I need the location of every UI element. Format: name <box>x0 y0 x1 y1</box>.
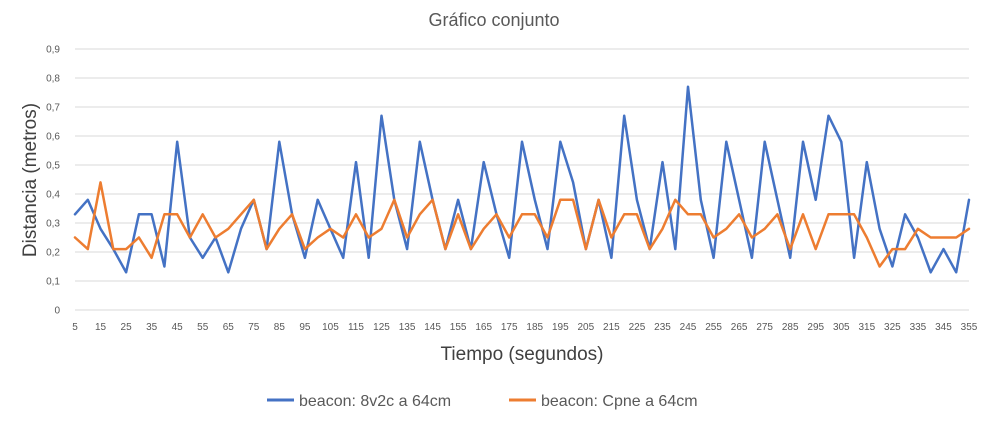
x-tick-label: 155 <box>450 322 467 333</box>
x-tick-label: 95 <box>299 322 311 333</box>
x-tick-label: 105 <box>322 322 339 333</box>
x-tick-label: 195 <box>552 322 569 333</box>
series-line-2 <box>73 181 971 268</box>
x-tick-label: 165 <box>475 322 492 333</box>
x-tick-label: 295 <box>807 322 824 333</box>
y-axis-title: Distancia (metros) <box>20 103 41 257</box>
y-tick-label: 0,6 <box>46 132 60 143</box>
y-tick-label: 0 <box>54 306 60 317</box>
x-tick-label: 45 <box>172 322 184 333</box>
x-tick-label: 305 <box>833 322 850 333</box>
legend: beacon: 8v2c a 64cm beacon: Cpne a 64cm <box>267 393 698 410</box>
y-tick-label: 0,9 <box>46 45 60 56</box>
x-tick-label: 35 <box>146 322 158 333</box>
x-axis-title: Tiempo (segundos) <box>441 344 604 365</box>
x-tick-label: 265 <box>731 322 748 333</box>
x-tick-label: 145 <box>424 322 441 333</box>
x-tick-label: 315 <box>858 322 875 333</box>
x-tick-label: 225 <box>629 322 646 333</box>
chart-title: Gráfico conjunto <box>428 10 559 30</box>
x-tick-label: 345 <box>935 322 952 333</box>
x-tick-label: 175 <box>501 322 518 333</box>
x-tick-label: 75 <box>248 322 260 333</box>
y-tick-label: 0,3 <box>46 219 60 230</box>
gridlines <box>75 48 969 311</box>
x-tick-label: 15 <box>95 322 107 333</box>
x-tick-label: 125 <box>373 322 390 333</box>
y-tick-label: 0,5 <box>46 161 60 172</box>
x-tick-label: 25 <box>121 322 133 333</box>
x-axis-ticks: 5 15 25 35 45 55 65 75 85 95 105 115 125 135 145 155 165… <box>72 322 978 333</box>
x-tick-label: 135 <box>399 322 416 333</box>
y-axis-ticks: 0 0,1 0,2 0,3 0,4 0,5 0,6 0,7 0,8 0,9 <box>46 45 60 317</box>
x-tick-label: 215 <box>603 322 620 333</box>
x-tick-label: 335 <box>910 322 927 333</box>
x-tick-label: 55 <box>197 322 209 333</box>
x-tick-label: 255 <box>705 322 722 333</box>
y-tick-label: 0,8 <box>46 74 60 85</box>
x-tick-label: 285 <box>782 322 799 333</box>
x-tick-label: 235 <box>654 322 671 333</box>
series-lines <box>73 85 971 274</box>
y-tick-label: 0,1 <box>46 277 60 288</box>
x-tick-label: 65 <box>223 322 235 333</box>
x-tick-label: 115 <box>348 322 364 333</box>
x-tick-label: 85 <box>274 322 286 333</box>
x-tick-label: 325 <box>884 322 901 333</box>
x-tick-label: 185 <box>526 322 543 333</box>
y-tick-label: 0,4 <box>46 190 60 201</box>
x-tick-label: 355 <box>961 322 978 333</box>
legend-label-2: beacon: Cpne a 64cm <box>541 393 698 410</box>
x-tick-label: 205 <box>578 322 595 333</box>
legend-label-1: beacon: 8v2c a 64cm <box>299 393 451 410</box>
x-tick-label: 245 <box>680 322 697 333</box>
series-line-1 <box>73 85 971 274</box>
y-tick-label: 0,2 <box>46 248 60 259</box>
x-tick-label: 275 <box>756 322 773 333</box>
x-tick-label: 5 <box>72 322 78 333</box>
y-tick-label: 0,7 <box>46 103 60 114</box>
